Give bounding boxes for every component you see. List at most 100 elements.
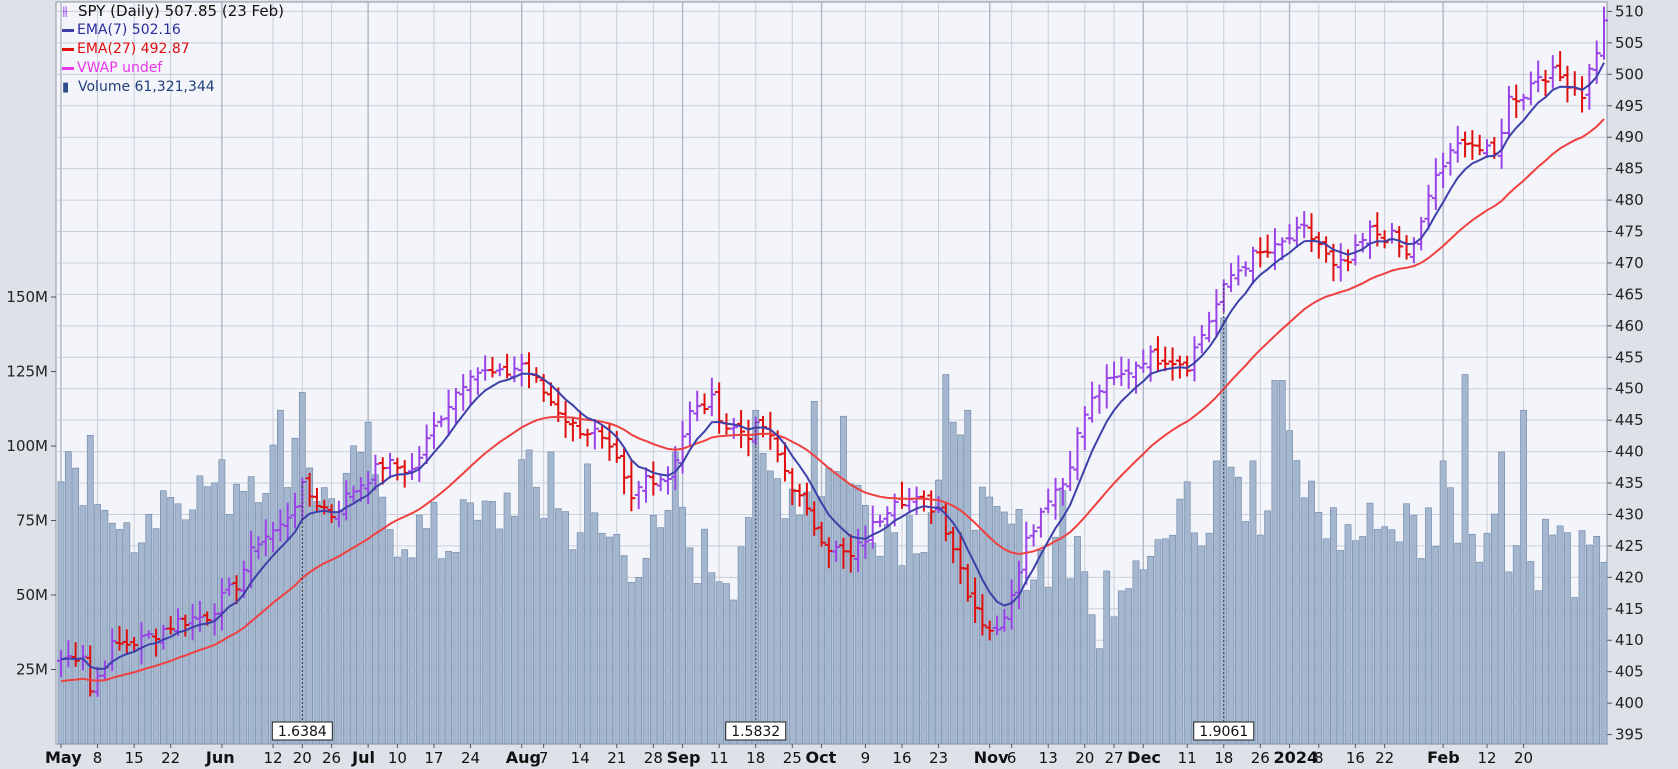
ohlc-bar xyxy=(422,424,431,464)
volume-bar xyxy=(1286,430,1293,745)
volume-bar xyxy=(569,549,577,745)
volume-bar xyxy=(57,481,65,745)
price-tick-label: 475 xyxy=(1615,223,1644,241)
ohlc-bar xyxy=(1124,358,1133,389)
x-tick-label: 28 xyxy=(644,749,663,767)
volume-bar xyxy=(401,549,409,745)
ohlc-bar xyxy=(649,461,658,496)
volume-bar xyxy=(1425,507,1432,745)
ohlc-bar xyxy=(356,476,365,502)
ohlc-bar xyxy=(429,411,438,449)
volume-bar xyxy=(1300,497,1308,745)
volume-bar xyxy=(1088,614,1096,745)
volume-bar xyxy=(1234,476,1242,745)
volume-bar xyxy=(452,551,460,745)
volume-bar xyxy=(357,451,365,745)
volume-bar xyxy=(1403,503,1410,745)
ohlc-bars-icon: ⫵ xyxy=(62,4,68,19)
volume-bar xyxy=(225,514,233,745)
volume-bar xyxy=(840,415,847,745)
ohlc-bar xyxy=(466,369,475,405)
volume-bar xyxy=(445,550,452,745)
ohlc-bar xyxy=(685,401,694,446)
volume-bar xyxy=(620,555,628,745)
ohlc-bar xyxy=(1504,85,1513,139)
volume-bar xyxy=(679,506,686,745)
x-tick-label: 9 xyxy=(861,749,871,767)
volume-bar xyxy=(350,445,357,745)
ohlc-bar xyxy=(1051,477,1060,520)
volume-bar xyxy=(277,409,284,745)
volume-bar xyxy=(1271,380,1279,745)
volume-bar xyxy=(671,451,679,745)
ohlc-bar xyxy=(941,501,950,542)
volume-tick-label: 25M xyxy=(16,661,48,679)
volume-bar xyxy=(1373,529,1381,745)
volume-bar xyxy=(1249,460,1257,745)
ohlc-bar xyxy=(1058,477,1067,506)
volume-bar xyxy=(532,486,540,745)
x-tick-label: 13 xyxy=(1039,749,1058,767)
volume-bar xyxy=(613,534,621,745)
ohlc-bar xyxy=(780,442,789,482)
x-tick-label: Aug xyxy=(506,748,541,767)
volume-bar xyxy=(1498,451,1505,745)
price-tick-label: 495 xyxy=(1615,97,1644,115)
volume-bar xyxy=(642,557,650,745)
price-tick-label: 510 xyxy=(1615,2,1644,20)
ohlc-bar xyxy=(1431,158,1440,210)
ohlc-bar xyxy=(188,603,197,641)
volume-bar xyxy=(1015,509,1023,745)
volume-bar xyxy=(1139,569,1147,745)
volume-bar xyxy=(1564,532,1571,745)
x-tick-label: 17 xyxy=(424,749,443,767)
ohlc-bar xyxy=(802,482,811,516)
volume-bar xyxy=(1183,481,1191,745)
ohlc-bar xyxy=(707,377,716,417)
volume-bar xyxy=(1081,571,1089,745)
volume-bar xyxy=(72,467,79,745)
volume-bar xyxy=(832,471,840,745)
volume-tick-label: 150M xyxy=(6,288,48,306)
volume-bar xyxy=(854,484,862,745)
volume-tick-label: 125M xyxy=(6,363,48,381)
volume-bar xyxy=(467,502,474,745)
ohlc-bar xyxy=(1014,560,1023,610)
ohlc-bar xyxy=(546,382,555,407)
ohlc-bar xyxy=(846,534,855,573)
ohlc-bar xyxy=(1190,336,1199,382)
ohlc-bar xyxy=(1424,184,1433,230)
volume-bar xyxy=(335,511,343,745)
volume-bar xyxy=(1125,588,1133,745)
marker-box xyxy=(271,721,333,741)
volume-bar xyxy=(664,510,672,745)
price-tick-label: 440 xyxy=(1615,443,1644,461)
volume-bar xyxy=(606,536,613,745)
ohlc-bar xyxy=(561,401,570,438)
ohlc-bar xyxy=(386,452,395,479)
ohlc-bar xyxy=(963,563,972,602)
ohlc-bar xyxy=(1073,427,1082,481)
volume-bar xyxy=(474,519,482,745)
ohlc-bar xyxy=(261,519,270,557)
price-tick-label: 485 xyxy=(1615,160,1644,178)
ohlc-bar xyxy=(671,446,680,491)
price-tick-label: 505 xyxy=(1615,34,1644,52)
ohlc-bar xyxy=(1029,524,1038,547)
x-tick-label: 18 xyxy=(1214,749,1233,767)
ohlc-bar xyxy=(1351,234,1360,266)
ohlc-bar xyxy=(832,540,841,562)
x-tick-label: 18 xyxy=(746,749,765,767)
price-tick-label: 395 xyxy=(1615,726,1644,744)
ohlc-bar xyxy=(620,448,629,495)
x-tick-label: Sep xyxy=(667,748,701,767)
ohlc-bar xyxy=(1585,63,1594,110)
ohlc-bar xyxy=(1241,261,1250,277)
ohlc-bar xyxy=(583,428,592,447)
volume-bar xyxy=(752,409,760,745)
volume-bar xyxy=(935,479,942,745)
ohlc-bar xyxy=(1080,406,1089,451)
volume-bar xyxy=(1417,558,1425,745)
volume-bar xyxy=(1439,460,1447,745)
